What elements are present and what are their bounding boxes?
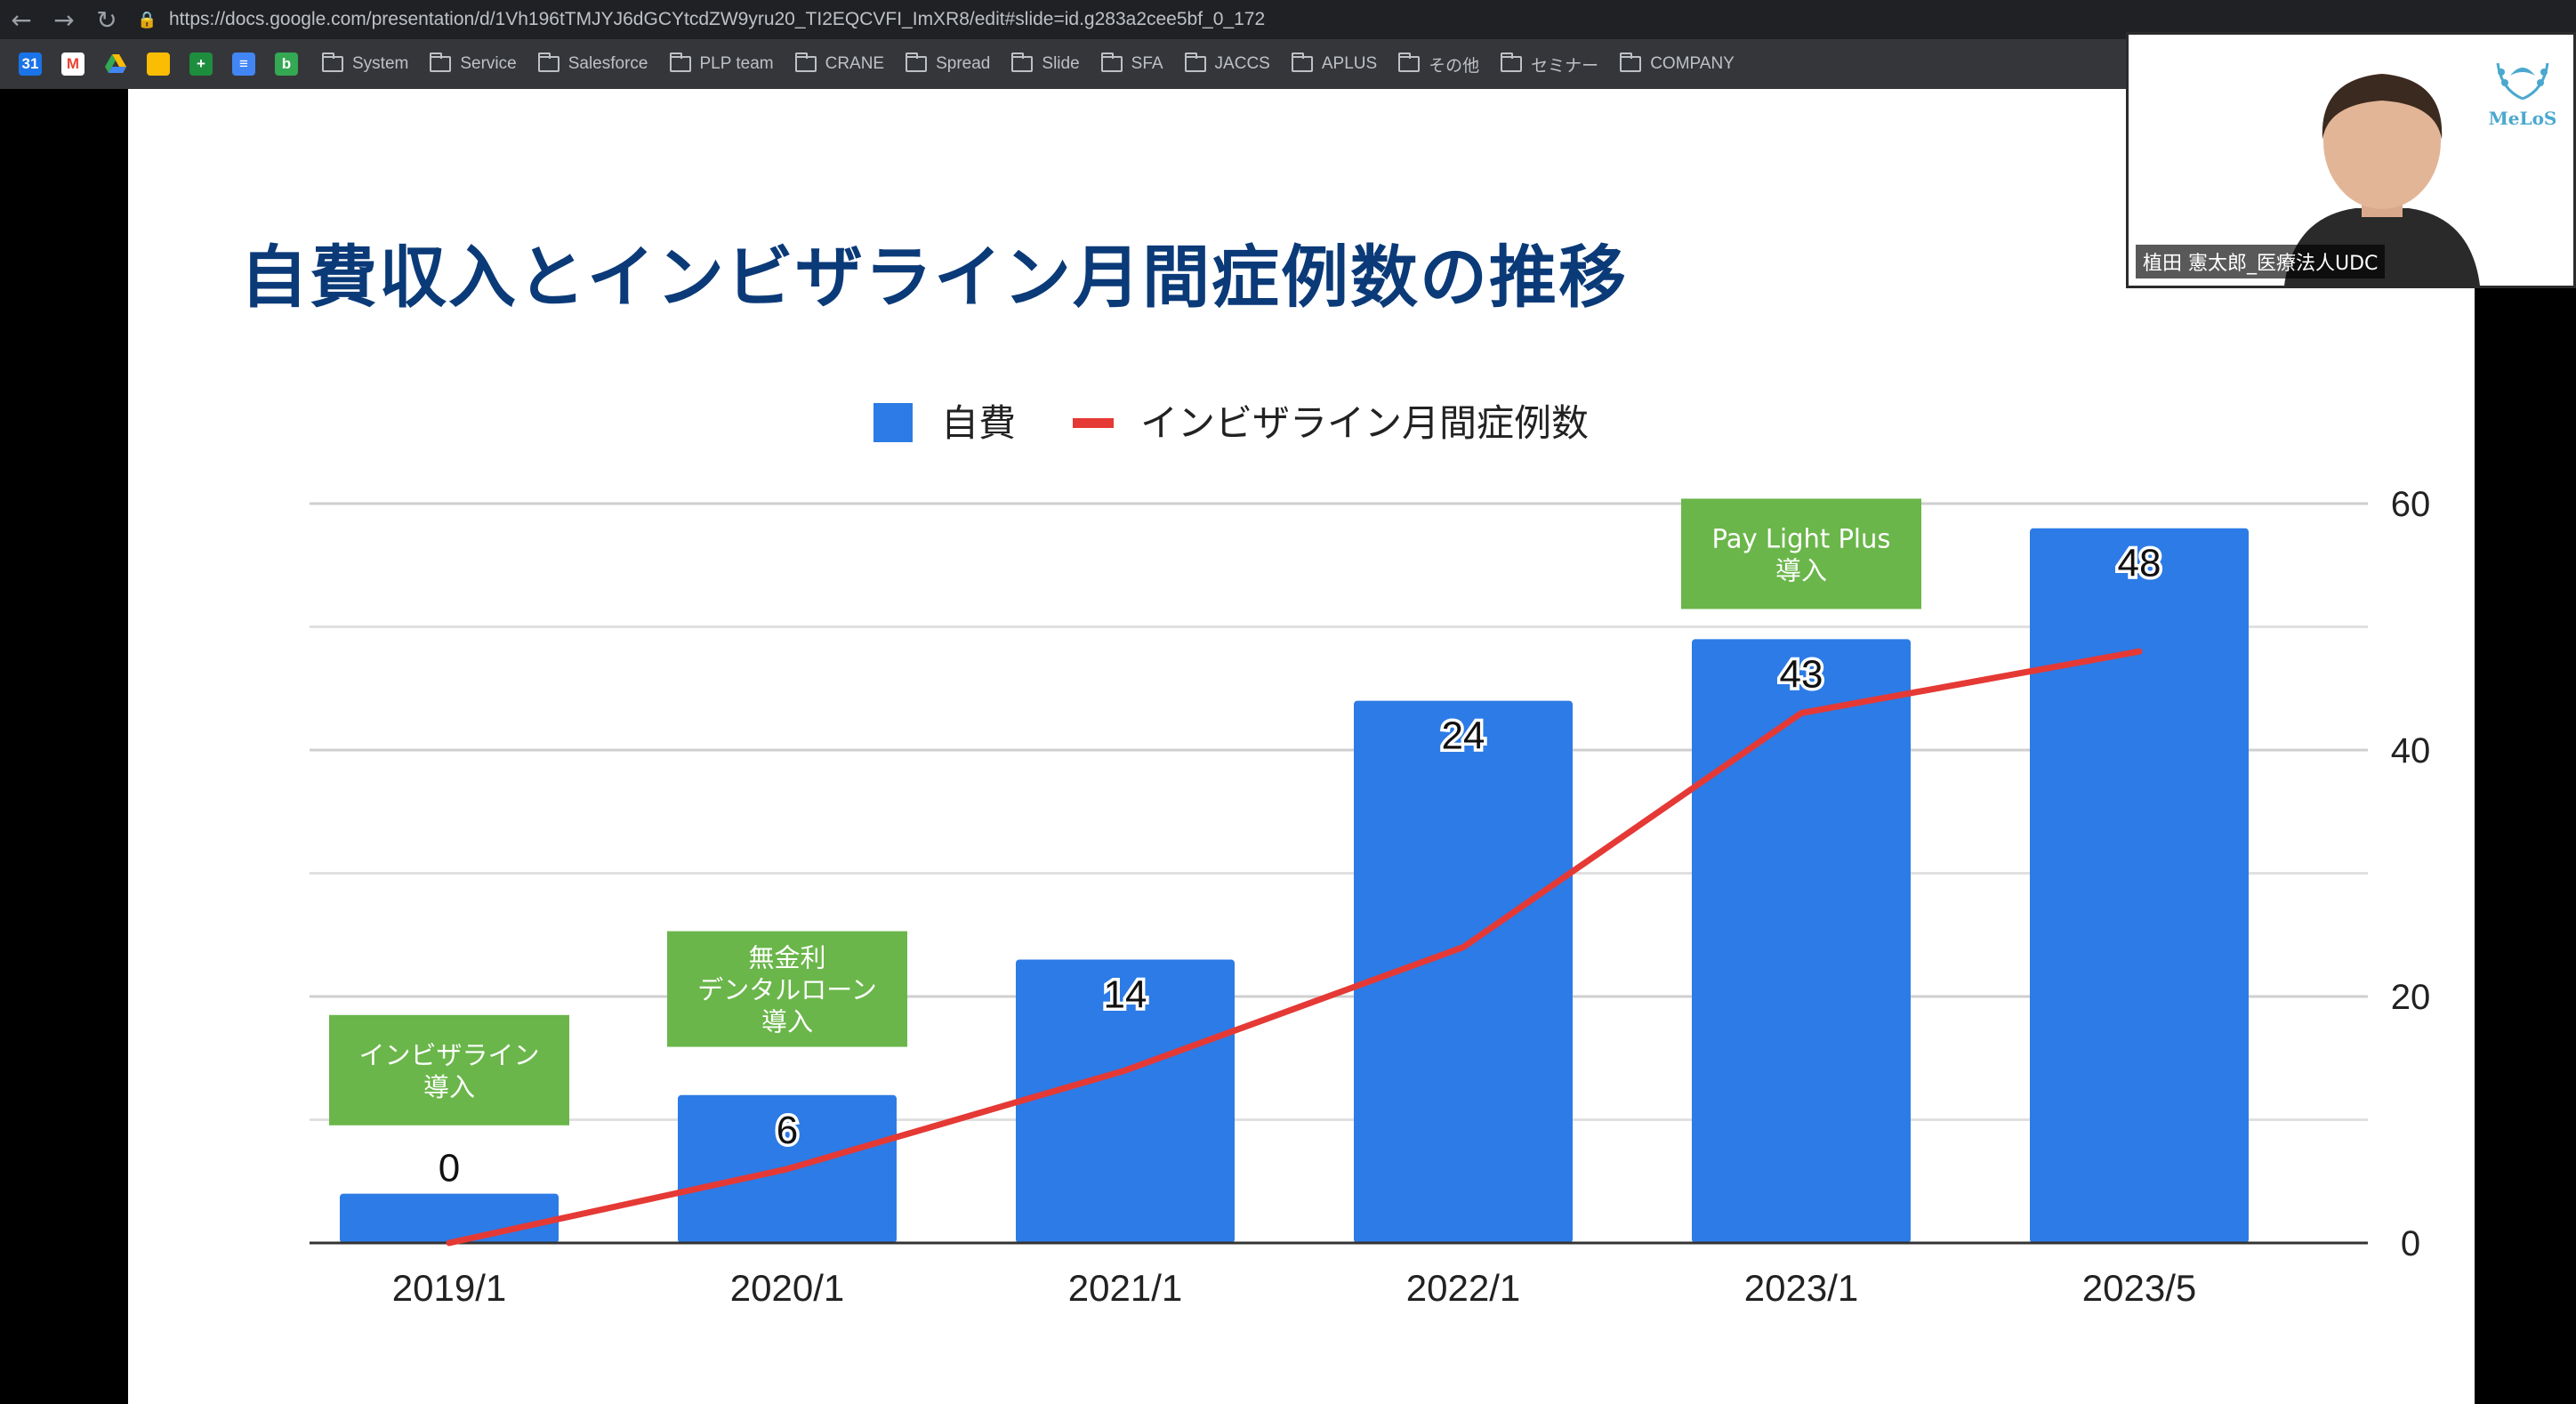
bookmark-label: PLP team [699, 54, 774, 73]
y-tick-label: 60 [2391, 485, 2431, 524]
folder-icon [430, 52, 452, 72]
drive-icon[interactable] [104, 52, 127, 76]
legend-swatch-bar [873, 403, 913, 442]
x-tick-label: 2020/1 [730, 1267, 844, 1309]
bookmark-label: Slide [1042, 54, 1080, 73]
y-tick-label: 40 [2391, 731, 2431, 771]
annotation-box [1681, 498, 1921, 609]
data-label: 43 [1780, 652, 1823, 696]
bar [340, 1193, 559, 1243]
laurel-bird-icon [2496, 62, 2549, 101]
data-label: 48 [2118, 542, 2161, 585]
folder-icon [1620, 52, 1642, 72]
back-arrow-icon[interactable]: ← [11, 4, 32, 35]
data-label: 14 [1104, 972, 1147, 1016]
bookmark-folder[interactable]: Service [430, 52, 517, 74]
bookmark-folder[interactable]: PLP team [669, 52, 774, 74]
bookmark-folder[interactable]: JACCS [1184, 52, 1270, 74]
bookmark-label: Service [460, 54, 517, 73]
bookmark-folder[interactable]: COMPANY [1620, 52, 1735, 74]
bookmark-label: COMPANY [1650, 54, 1735, 73]
folder-icon [1501, 52, 1523, 72]
folder-icon [794, 52, 817, 72]
folder-icon [537, 52, 559, 72]
legend-label: 自費 [941, 401, 1016, 445]
x-tick-label: 2019/1 [392, 1267, 506, 1309]
y-tick-label: 20 [2391, 978, 2431, 1017]
bookmark-label: Salesforce [568, 54, 648, 73]
bookmark-label: Spread [936, 54, 991, 73]
bookmark-folder[interactable]: Slide [1011, 52, 1080, 74]
data-label: 0 [439, 1147, 460, 1190]
address-bar[interactable]: 🔒 https://docs.google.com/presentation/d… [137, 4, 2576, 35]
folder-icon [1100, 52, 1123, 72]
url-text: https://docs.google.com/presentation/d/1… [169, 9, 1266, 29]
reload-icon[interactable]: ↻ [96, 4, 117, 35]
lock-icon: 🔒 [137, 10, 157, 28]
x-tick-label: 2023/5 [2082, 1267, 2196, 1309]
participant-name-label: 植田 憲太郎_医療法人UDC [2136, 245, 2386, 278]
data-label: 24 [1442, 714, 1485, 758]
x-tick-label: 2022/1 [1406, 1267, 1520, 1309]
tasks-icon[interactable]: + [189, 52, 213, 76]
annotation-text: 導入 [423, 1072, 475, 1102]
x-tick-label: 2021/1 [1068, 1267, 1182, 1309]
bookmark-label: JACCS [1214, 54, 1270, 73]
legend-label: インビザライン月間症例数 [1140, 401, 1589, 445]
x-tick-label: 2023/1 [1744, 1267, 1858, 1309]
bar [1354, 700, 1573, 1243]
keep-icon[interactable] [147, 52, 170, 76]
bookmark-folder[interactable]: CRANE [794, 52, 885, 74]
annotation-text: インビザライン [358, 1040, 539, 1070]
browser-toolbar: ← → ↻ 🔒 https://docs.google.com/presenta… [0, 0, 2576, 39]
forward-arrow-icon[interactable]: → [53, 4, 75, 35]
gmail-icon[interactable]: M [61, 52, 85, 76]
folder-icon [669, 52, 691, 72]
bookmark-label: その他 [1429, 56, 1480, 76]
folder-icon [906, 52, 928, 72]
docs-icon[interactable]: ≡ [232, 52, 255, 76]
y-tick-label: 0 [2401, 1224, 2420, 1263]
logo-text: MeLoS [2488, 108, 2557, 129]
folder-icon [1011, 52, 1034, 72]
invisalign-line-series [446, 648, 2143, 1247]
slide-title: 自費収入とインビザライン月間症例数の推移 [240, 238, 1628, 317]
bookmark-label: System [352, 54, 409, 73]
folder-icon [1184, 52, 1206, 72]
bookmark-folder[interactable]: SFA [1100, 52, 1163, 74]
bookmark-folder[interactable]: Spread [906, 52, 991, 74]
folder-icon [1291, 52, 1313, 72]
bar [1016, 959, 1235, 1243]
webcam-video: MeLoS 植田 憲太郎_医療法人UDC [2126, 32, 2576, 288]
annotation-text: 導入 [761, 1007, 813, 1037]
annotation-text: デンタルローン [697, 975, 877, 1005]
folder-icon [1398, 52, 1421, 72]
bookmark-folder[interactable]: Salesforce [537, 52, 648, 74]
annotation-text: 無金利 [748, 943, 825, 973]
bookmark-label: セミナー [1531, 56, 1599, 76]
bookmark-folder[interactable]: セミナー [1501, 52, 1598, 77]
annotation-box [329, 1014, 569, 1126]
bar [1692, 639, 1911, 1243]
legend-swatch-line [1073, 418, 1114, 428]
data-label: 6 [777, 1109, 798, 1152]
bookmark-folder[interactable]: その他 [1398, 52, 1479, 77]
b-app-icon[interactable]: b [275, 52, 298, 76]
calendar-icon[interactable]: 31 [19, 52, 42, 76]
bookmark-folder[interactable]: System [322, 52, 409, 74]
bookmark-label: SFA [1131, 54, 1163, 73]
annotation-box [667, 931, 907, 1047]
bookmark-label: APLUS [1321, 54, 1378, 73]
annotation-text: Pay Light Plus [1712, 523, 1891, 553]
bookmark-label: CRANE [825, 54, 885, 73]
folder-icon [322, 52, 343, 72]
melos-logo: MeLoS [2483, 54, 2563, 129]
annotation-text: 導入 [1775, 555, 1827, 585]
bar [2030, 528, 2249, 1243]
bookmark-folder[interactable]: APLUS [1291, 52, 1378, 74]
